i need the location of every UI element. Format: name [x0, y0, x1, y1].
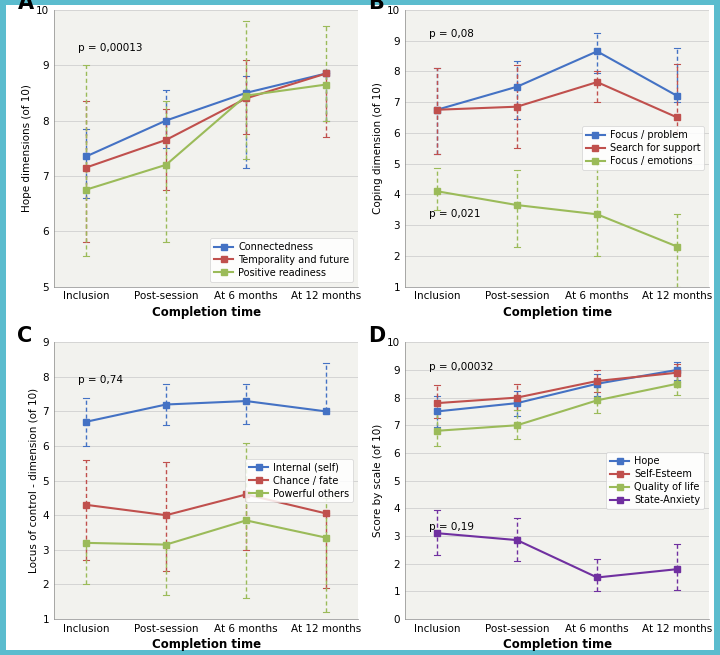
X-axis label: Completion time: Completion time — [151, 306, 261, 318]
Text: p = 0,74: p = 0,74 — [78, 375, 123, 385]
Text: D: D — [369, 326, 386, 346]
Text: A: A — [17, 0, 34, 13]
Legend: Internal (self), Chance / fate, Powerful others: Internal (self), Chance / fate, Powerful… — [245, 458, 354, 502]
Text: p = 0,19: p = 0,19 — [429, 522, 474, 532]
X-axis label: Completion time: Completion time — [503, 306, 612, 318]
Text: p = 0,08: p = 0,08 — [429, 29, 474, 39]
Text: p = 0,00032: p = 0,00032 — [429, 362, 494, 371]
Text: B: B — [369, 0, 384, 13]
Text: p = 0,021: p = 0,021 — [429, 209, 481, 219]
Legend: Focus / problem, Search for support, Focus / emotions: Focus / problem, Search for support, Foc… — [582, 126, 704, 170]
Y-axis label: Hope dimensions (of 10): Hope dimensions (of 10) — [22, 84, 32, 212]
Legend: Hope, Self-Esteem, Quality of life, State-Anxiety: Hope, Self-Esteem, Quality of life, Stat… — [606, 453, 704, 509]
Legend: Connectedness, Temporality and future, Positive readiness: Connectedness, Temporality and future, P… — [210, 238, 354, 282]
Text: C: C — [17, 326, 32, 346]
Y-axis label: Score by scale (of 10): Score by scale (of 10) — [373, 424, 383, 537]
Y-axis label: Locus of control - dimension (of 10): Locus of control - dimension (of 10) — [28, 388, 38, 573]
X-axis label: Completion time: Completion time — [151, 638, 261, 651]
Y-axis label: Coping dimension (of 10): Coping dimension (of 10) — [373, 83, 383, 214]
Text: p = 0,00013: p = 0,00013 — [78, 43, 143, 53]
X-axis label: Completion time: Completion time — [503, 638, 612, 651]
